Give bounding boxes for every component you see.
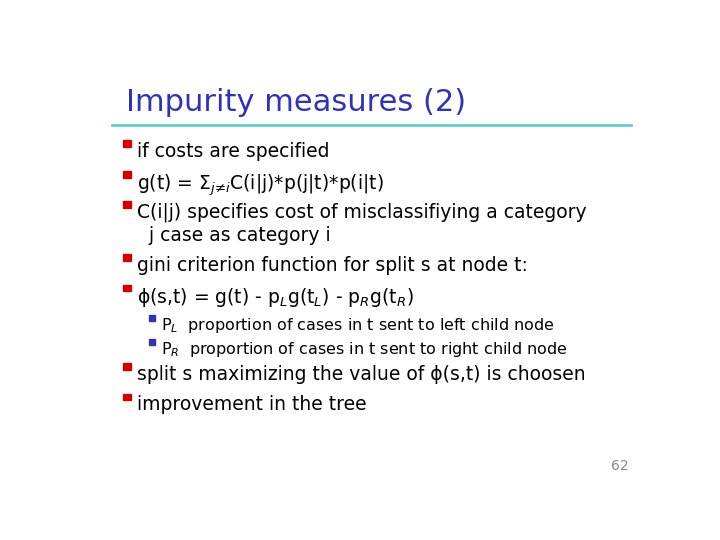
Text: ϕ(s,t) = g(t) - p$_L$g(t$_L$) - p$_R$g(t$_R$): ϕ(s,t) = g(t) - p$_L$g(t$_L$) - p$_R$g(t… xyxy=(138,286,414,309)
Text: split s maximizing the value of ϕ(s,t) is choosen: split s maximizing the value of ϕ(s,t) i… xyxy=(138,364,586,383)
Text: Impurity measures (2): Impurity measures (2) xyxy=(126,87,467,117)
FancyBboxPatch shape xyxy=(124,140,131,147)
FancyBboxPatch shape xyxy=(124,285,131,292)
Text: improvement in the tree: improvement in the tree xyxy=(138,395,367,414)
FancyBboxPatch shape xyxy=(124,363,131,370)
FancyBboxPatch shape xyxy=(124,171,131,178)
FancyBboxPatch shape xyxy=(148,339,155,345)
Text: 62: 62 xyxy=(611,459,629,473)
FancyBboxPatch shape xyxy=(124,201,131,208)
Text: if costs are specified: if costs are specified xyxy=(138,141,330,161)
FancyBboxPatch shape xyxy=(124,394,131,401)
FancyBboxPatch shape xyxy=(124,254,131,261)
Text: gini criterion function for split s at node t:: gini criterion function for split s at n… xyxy=(138,255,528,275)
Text: P$_L$  proportion of cases in t sent to left child node: P$_L$ proportion of cases in t sent to l… xyxy=(161,316,555,335)
Text: C(i|j) specifies cost of misclassifiying a category
  j case as category i: C(i|j) specifies cost of misclassifiying… xyxy=(138,202,587,245)
Text: P$_R$  proportion of cases in t sent to right child node: P$_R$ proportion of cases in t sent to r… xyxy=(161,341,568,360)
Text: g(t) = Σ$_{j≠i}$C(i|j)*p(j|t)*p(i|t): g(t) = Σ$_{j≠i}$C(i|j)*p(j|t)*p(i|t) xyxy=(138,172,384,198)
FancyBboxPatch shape xyxy=(148,315,155,321)
